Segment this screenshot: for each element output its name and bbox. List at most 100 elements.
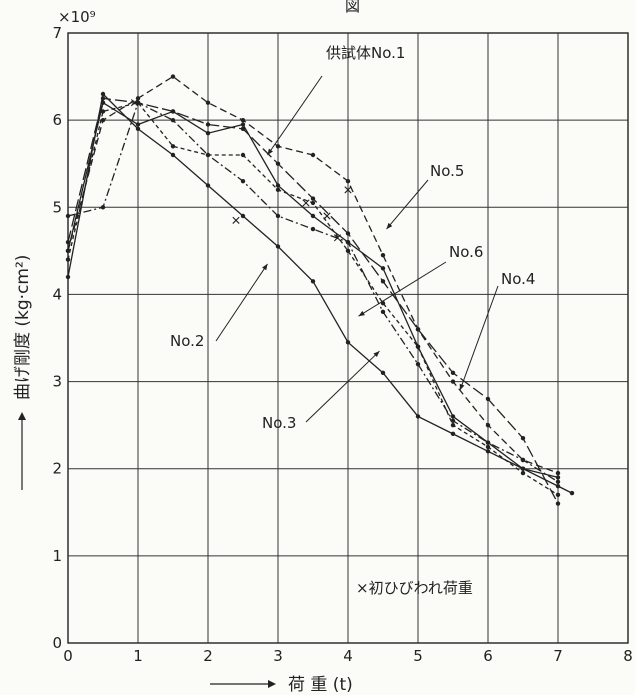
data-point (65, 213, 71, 219)
y-exponent-label: ×10⁹ (58, 8, 96, 26)
leader-lines (215, 75, 499, 423)
data-point (170, 117, 176, 123)
data-point (485, 449, 491, 454)
data-point (240, 126, 246, 132)
data-point (100, 96, 106, 101)
data-point (485, 396, 491, 402)
data-point (345, 248, 351, 254)
data-point (205, 152, 211, 158)
y-tick-label: 6 (52, 111, 62, 129)
crack-markers (130, 99, 352, 242)
data-point (380, 279, 386, 284)
data-point (345, 231, 351, 236)
x-tick-label: 6 (483, 647, 493, 665)
data-point (240, 213, 246, 219)
data-point (555, 492, 561, 498)
data-point (345, 178, 351, 184)
data-point (275, 161, 281, 166)
data-point (345, 239, 351, 245)
x-axis-arrowhead (268, 680, 276, 688)
data-point (485, 422, 491, 428)
series-line-3 (67, 75, 559, 474)
annotation-label: 供試体No.1 (326, 44, 405, 62)
leader-line (386, 179, 429, 230)
data-point (275, 144, 281, 149)
data-point (65, 274, 71, 280)
data-point (100, 91, 106, 97)
leader-line (305, 350, 380, 423)
x-tick-label: 7 (553, 647, 563, 665)
data-point (310, 226, 316, 232)
data-point (380, 370, 386, 376)
data-point (380, 266, 386, 271)
data-point (135, 126, 141, 132)
data-point (310, 196, 316, 201)
leader-arrowhead (373, 351, 380, 358)
crack-legend-label: ×初ひびわれ荷重 (356, 579, 473, 597)
y-tick-labels: 0 1 2 3 4 5 6 7 (52, 24, 62, 652)
crack-marker (344, 186, 352, 194)
data-point (520, 470, 526, 476)
data-point (65, 248, 71, 254)
data-point (485, 440, 491, 445)
data-point (240, 152, 246, 158)
series-line-1 (67, 101, 573, 494)
annotation-labels: 供試体No.1 No.5 No.6 No.4 No.2 No.3 (170, 44, 535, 432)
crack-marker (323, 212, 331, 220)
data-point (205, 100, 211, 105)
data-point (555, 470, 561, 476)
data-point (450, 414, 456, 419)
data-point (65, 257, 71, 262)
x-axis-label: 荷 重 (t) (288, 675, 353, 695)
data-point (205, 183, 211, 188)
figure-title: 図 (345, 0, 360, 15)
data-point (310, 279, 316, 284)
data-point (520, 466, 526, 471)
annotation-label: No.6 (449, 243, 483, 261)
data-point (170, 152, 176, 158)
data-point (520, 457, 526, 463)
x-tick-label: 1 (133, 647, 143, 665)
data-point (205, 131, 211, 136)
series-line-6 (67, 101, 559, 496)
data-point (100, 205, 106, 210)
annotation-label: No.5 (430, 162, 464, 180)
annotation-label: No.3 (262, 414, 296, 432)
series-line-4 (67, 101, 559, 483)
data-point (275, 183, 281, 188)
data-point (415, 327, 421, 332)
x-tick-label: 3 (273, 647, 283, 665)
data-point (310, 200, 316, 206)
data-point (310, 152, 316, 158)
data-point (240, 122, 246, 127)
y-tick-label: 0 (52, 634, 62, 652)
data-point (345, 340, 351, 345)
crack-marker (130, 99, 139, 107)
x-tick-label: 2 (203, 647, 213, 665)
data-point (555, 483, 561, 489)
data-point (415, 344, 421, 349)
data-point (380, 309, 386, 315)
data-point (240, 178, 246, 184)
data-point (555, 479, 561, 484)
crack-marker (302, 199, 310, 207)
data-point (205, 122, 211, 127)
x-tick-label: 8 (623, 647, 633, 665)
leader-arrowhead (459, 383, 465, 391)
x-tick-label: 5 (413, 647, 423, 665)
y-tick-label: 5 (52, 198, 62, 216)
leader-line (459, 285, 499, 391)
data-point (450, 431, 456, 437)
data-point (65, 239, 71, 245)
grid (68, 33, 628, 643)
data-point (275, 213, 281, 219)
leader-arrowhead (386, 222, 393, 230)
data-point (450, 379, 456, 384)
data-point (135, 96, 141, 101)
data-point (569, 490, 575, 496)
annotation-label: No.4 (501, 270, 535, 288)
data-point (135, 122, 141, 127)
data-point (450, 418, 456, 423)
leader-line (358, 261, 447, 317)
